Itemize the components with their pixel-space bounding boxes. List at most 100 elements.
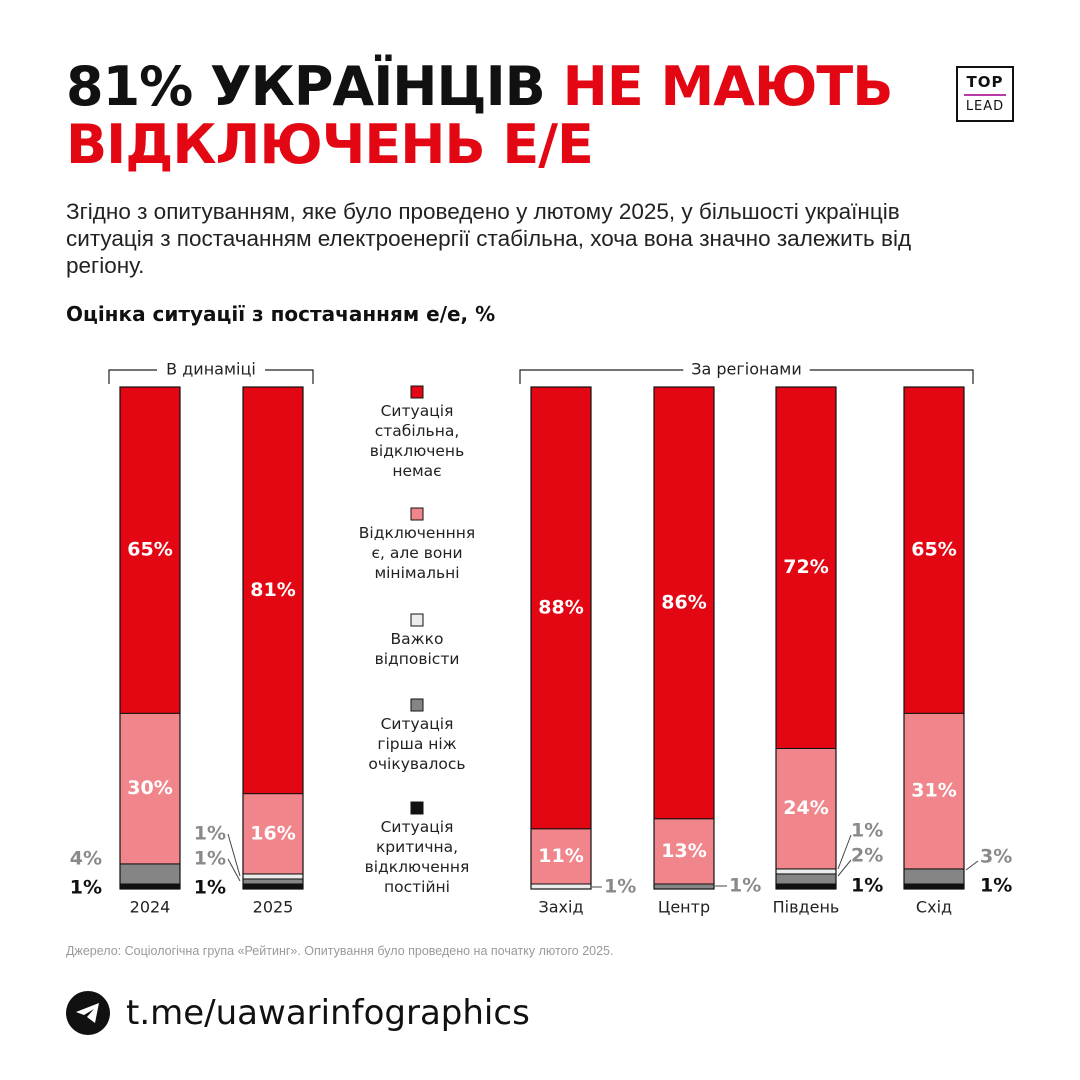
leader-cat-4-s3 — [837, 859, 852, 877]
legend-label-s0: Ситуація стабільна, відключень немає — [370, 402, 464, 480]
bar-cat-2-s2 — [530, 883, 592, 890]
legend-label-s1: Відключенння є, але вони мінімальні — [359, 524, 475, 582]
value-label-2025-s0: 81% — [250, 579, 295, 601]
legend-swatch-s0 — [410, 385, 424, 399]
bar-2024-s3 — [119, 863, 181, 885]
value-label-2025-s4: 1% — [194, 877, 226, 899]
group-dynamics-bracket-left — [108, 369, 157, 384]
legend-label-line: очікувалось — [368, 755, 465, 773]
logo-top-text: TOP — [966, 73, 1004, 91]
bar-frame-cat-4 — [775, 386, 837, 890]
legend-label-line: постійні — [384, 878, 450, 896]
logo-separator — [964, 94, 1006, 96]
legend-label-s4: Ситуація критична, відключення постійні — [365, 818, 470, 896]
legend-swatch-s1 — [410, 507, 424, 521]
bar-cat-2-s0 — [530, 386, 592, 830]
bar-cat-3-s1 — [653, 818, 715, 885]
telegram-icon[interactable] — [66, 991, 110, 1035]
x-label-cat-4: Південь — [773, 898, 840, 917]
bar-cat-4-s3 — [775, 873, 837, 885]
bar-cat-3-s0 — [653, 386, 715, 820]
x-label-cat-3: Центр — [658, 898, 710, 917]
legend-label-line: відключення — [365, 858, 470, 876]
value-label-cat-3-s1: 13% — [661, 840, 706, 862]
bar-cat-3-s3 — [653, 883, 715, 890]
bar-2025-s0 — [242, 386, 304, 795]
stacked-bar-chart: 2024 2025 Захід Центр Південь Схід 65% 30% 81% 16… — [70, 360, 1013, 917]
legend-label-s3: Ситуація гірша ніж очікувалось — [368, 715, 465, 773]
value-label-cat-4-s3: 2% — [851, 845, 883, 867]
page-title: 81% УКРАЇНЦІВ НЕ МАЮТЬ ВІДКЛЮЧЕНЬ Е/Е — [66, 58, 946, 174]
bar-cat-5-s3 — [903, 868, 965, 885]
bar-cat-2-s1 — [530, 828, 592, 885]
top-lead-logo: TOP LEAD — [956, 66, 1014, 122]
legend-label-line: Важко — [391, 630, 444, 648]
legend-label-line: є, але вони — [371, 544, 462, 562]
value-label-cat-5-s1: 31% — [911, 780, 956, 802]
value-label-cat-5-s4: 1% — [980, 875, 1012, 897]
value-label-cat-3-s0: 86% — [661, 591, 706, 613]
legend-label-line: критична, — [376, 838, 458, 856]
x-label-cat-5: Схід — [916, 898, 952, 917]
bar-2024-s1 — [119, 712, 181, 865]
value-label-cat-4-s4: 1% — [851, 875, 883, 897]
footer: t.me/uawarinfographics — [66, 990, 530, 1036]
logo-bottom-text: LEAD — [965, 99, 1005, 114]
value-label-cat-2-s1: 11% — [538, 845, 583, 867]
group-regions-bracket-left — [519, 369, 684, 384]
value-label-cat-4-s0: 72% — [783, 556, 828, 578]
leader-2025-s3 — [227, 858, 241, 882]
legend-label-s2: Важко відповісти — [375, 630, 460, 668]
legend-label-line: Ситуація — [381, 402, 454, 420]
telegram-link[interactable]: t.me/uawarinfographics — [126, 993, 530, 1033]
legend-label-line: Ситуація — [381, 715, 454, 733]
bar-frame-2024 — [119, 386, 181, 890]
value-label-cat-4-s2: 1% — [851, 820, 883, 842]
value-label-2024-s3: 4% — [70, 848, 102, 870]
bar-cat-5-s4 — [903, 883, 965, 890]
legend-swatch-s4 — [410, 801, 424, 815]
group-regions-bracket-label: За регіонами — [691, 360, 802, 379]
bar-2024-s4 — [119, 883, 181, 890]
legend-swatch-s3 — [410, 698, 424, 712]
leader-cat-5-s3 — [965, 860, 979, 871]
group-dynamics-bracket-right — [265, 369, 314, 384]
title-part-red: НЕ МАЮТЬ ВІДКЛЮЧЕНЬ Е/Е — [66, 55, 893, 176]
legend-label-line: Ситуація — [381, 818, 454, 836]
value-label-cat-5-s3: 3% — [980, 846, 1012, 868]
value-label-2024-s4: 1% — [70, 877, 102, 899]
leader-cat-4-s2 — [837, 834, 852, 870]
value-label-2024-s1: 30% — [127, 777, 172, 799]
legend-label-line: стабільна, — [375, 422, 460, 440]
bar-2025-s4 — [242, 883, 304, 890]
source-note: Джерело: Соціологічна група «Рейтинг». О… — [66, 944, 614, 958]
value-label-2025-s3: 1% — [194, 848, 226, 870]
leader-2025-s2 — [227, 833, 241, 877]
legend-label-line: відповісти — [375, 650, 460, 668]
value-label-cat-2-s2: 1% — [604, 876, 636, 898]
value-label-cat-5-s0: 65% — [911, 539, 956, 561]
group-dynamics-bracket-label: В динаміці — [166, 360, 256, 379]
value-label-2024-s0: 65% — [127, 539, 172, 561]
value-label-cat-2-s0: 88% — [538, 596, 583, 618]
bar-2025-s1 — [242, 793, 304, 875]
bar-2025-s2 — [242, 873, 304, 880]
group-regions-bracket-right — [809, 369, 974, 384]
chart-title: Оцінка ситуації з постачанням е/е, % — [66, 302, 496, 326]
legend-label-line: мінімальні — [374, 564, 459, 582]
legend-swatch-s2 — [410, 613, 424, 627]
bar-frame-2025 — [242, 386, 304, 890]
legend-label-line: гірша ніж — [377, 735, 456, 753]
value-label-cat-3-s3: 1% — [729, 875, 761, 897]
bar-frame-cat-3 — [653, 386, 715, 890]
bar-frame-cat-2 — [530, 386, 592, 890]
legend-label-line: відключень — [370, 442, 464, 460]
value-label-2025-s1: 16% — [250, 822, 295, 844]
bar-frame-cat-5 — [903, 386, 965, 890]
legend-label-line: немає — [392, 462, 441, 480]
bar-cat-4-s2 — [775, 868, 837, 875]
subtitle: Згідно з опитуванням, яке було проведено… — [66, 199, 912, 278]
x-label-2024: 2024 — [130, 898, 171, 917]
x-label-2025: 2025 — [253, 898, 294, 917]
legend-label-line: Відключенння — [359, 524, 475, 542]
